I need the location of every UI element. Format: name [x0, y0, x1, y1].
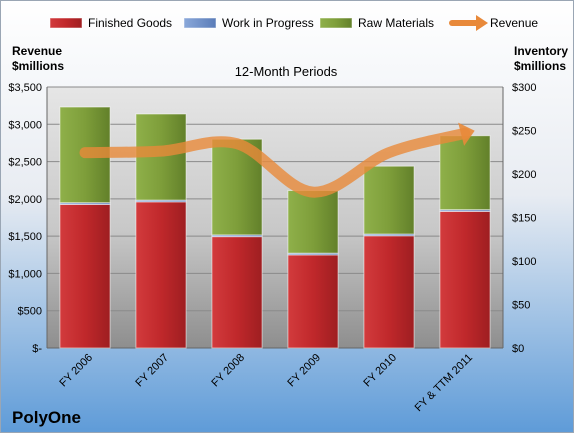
- right-axis-label-line1: Inventory: [514, 44, 568, 58]
- legend-label: Revenue: [490, 16, 538, 30]
- right-axis-label-line2: $millions: [514, 59, 566, 73]
- revenue-arrowhead: [458, 122, 475, 146]
- right-tick-label: $150: [512, 213, 536, 225]
- raw-materials-bar: [439, 135, 491, 211]
- right-tick-label: $300: [512, 82, 536, 94]
- legend-swatch: [49, 17, 83, 29]
- legend: Finished Goods Work in Progress Raw Materi…: [49, 15, 538, 31]
- legend-finished-goods: Finished Goods: [49, 16, 172, 30]
- finished-goods-bar: [59, 203, 111, 349]
- legend-swatch-arrow: [476, 15, 488, 31]
- right-axis: $0 $50 $100 $150 $200 $250 $300: [502, 82, 536, 355]
- left-tick-label: $3,500: [8, 82, 42, 94]
- right-tick-label: $100: [512, 256, 536, 268]
- legend-label: Raw Materials: [358, 16, 434, 30]
- revenue-line: [79, 127, 471, 198]
- company-name: PolyOne: [12, 408, 81, 427]
- legend-revenue: Revenue: [449, 15, 538, 31]
- chart-title: 12-Month Periods: [235, 64, 338, 79]
- right-tick-label: $250: [512, 126, 536, 138]
- right-tick-label: $0: [512, 343, 524, 355]
- legend-work-in-progress: Work in Progress: [183, 16, 314, 30]
- finished-goods-bar: [135, 201, 187, 349]
- right-tick-label: $50: [512, 300, 530, 312]
- plot-area: [47, 87, 503, 348]
- left-tick-label: $2,000: [8, 194, 42, 206]
- gridlines: [47, 86, 503, 349]
- legend-swatch: [183, 17, 217, 29]
- finished-goods-bar: [363, 235, 415, 349]
- legend-label: Work in Progress: [222, 16, 314, 30]
- revenue-line-layer: [79, 122, 475, 198]
- left-tick-label: $2,500: [8, 157, 42, 169]
- left-axis-label-line1: Revenue: [12, 44, 62, 58]
- left-axis: $- $500 $1,000 $1,500 $2,000 $2,500 $3,000 $3,5…: [8, 82, 48, 355]
- legend-swatch: [319, 17, 353, 29]
- finished-goods-bar: [211, 236, 263, 349]
- right-tick-label: $200: [512, 169, 536, 181]
- legend-raw-materials: Raw Materials: [319, 16, 434, 30]
- raw-materials-bar: [287, 190, 339, 254]
- left-tick-label: $-: [32, 343, 42, 355]
- left-axis-label-line2: $millions: [12, 59, 64, 73]
- left-tick-label: $3,000: [8, 119, 42, 131]
- legend-label: Finished Goods: [88, 16, 172, 30]
- bars-layer: [59, 106, 491, 349]
- finished-goods-bar: [287, 254, 339, 349]
- raw-materials-bar: [363, 165, 415, 235]
- left-tick-label: $500: [18, 306, 42, 318]
- left-tick-label: $1,500: [8, 231, 42, 243]
- left-tick-label: $1,000: [8, 268, 42, 280]
- finished-goods-bar: [439, 210, 491, 349]
